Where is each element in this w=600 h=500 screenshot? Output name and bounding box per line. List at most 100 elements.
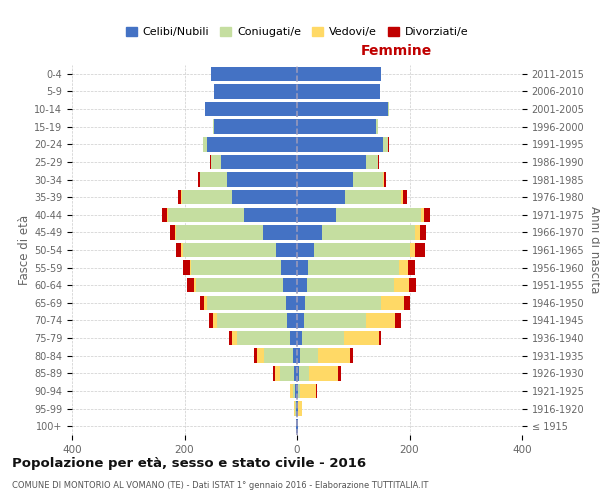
Bar [207, 296, 286, 310]
Bar [297, 102, 388, 117]
Bar [211, 66, 297, 81]
Bar [300, 384, 316, 398]
Bar [176, 225, 263, 240]
Bar [205, 102, 297, 117]
Bar [297, 154, 365, 169]
Bar [337, 208, 421, 222]
Bar [167, 208, 244, 222]
Bar [293, 402, 295, 416]
Bar [298, 384, 300, 398]
Bar [221, 154, 297, 169]
Bar [198, 172, 200, 186]
Bar [200, 296, 204, 310]
Bar [281, 260, 297, 275]
Bar [178, 190, 181, 204]
Bar [350, 348, 353, 363]
Bar [211, 154, 221, 169]
Bar [404, 296, 410, 310]
Bar [162, 208, 167, 222]
Text: Femmine: Femmine [361, 44, 431, 58]
Bar [305, 296, 381, 310]
Bar [212, 314, 217, 328]
Bar [401, 190, 403, 204]
Bar [273, 366, 275, 380]
Bar [244, 208, 297, 222]
Bar [400, 260, 408, 275]
Bar [176, 243, 181, 257]
Bar [212, 120, 214, 134]
Bar [379, 331, 382, 345]
Bar [307, 278, 394, 292]
Bar [345, 190, 401, 204]
Bar [254, 348, 257, 363]
Bar [183, 260, 190, 275]
Bar [283, 278, 297, 292]
Bar [409, 278, 416, 292]
Bar [308, 260, 400, 275]
Bar [365, 154, 378, 169]
Bar [304, 314, 365, 328]
Bar [344, 331, 379, 345]
Bar [182, 190, 232, 204]
Bar [187, 278, 193, 292]
Bar [295, 384, 297, 398]
Text: Popolazione per età, sesso e stato civile - 2016: Popolazione per età, sesso e stato civil… [12, 458, 366, 470]
Bar [296, 419, 297, 434]
Bar [421, 208, 424, 222]
Bar [175, 225, 176, 240]
Bar [204, 296, 207, 310]
Bar [232, 190, 297, 204]
Bar [297, 84, 380, 98]
Bar [309, 366, 338, 380]
Bar [191, 260, 281, 275]
Bar [297, 366, 299, 380]
Bar [286, 296, 297, 310]
Bar [322, 225, 415, 240]
Bar [193, 278, 196, 292]
Y-axis label: Anni di nascita: Anni di nascita [588, 206, 600, 294]
Bar [338, 366, 341, 380]
Bar [214, 120, 297, 134]
Bar [232, 331, 237, 345]
Bar [297, 314, 304, 328]
Bar [290, 331, 297, 345]
Bar [297, 384, 298, 398]
Bar [297, 225, 322, 240]
Bar [314, 243, 409, 257]
Bar [419, 225, 427, 240]
Bar [298, 402, 302, 416]
Bar [275, 243, 297, 257]
Bar [170, 225, 175, 240]
Bar [263, 225, 297, 240]
Bar [257, 348, 265, 363]
Bar [408, 260, 415, 275]
Bar [217, 314, 287, 328]
Bar [378, 154, 379, 169]
Bar [293, 348, 297, 363]
Bar [302, 331, 344, 345]
Bar [196, 278, 283, 292]
Bar [297, 348, 300, 363]
Bar [353, 172, 383, 186]
Bar [210, 154, 211, 169]
Bar [297, 243, 314, 257]
Bar [280, 366, 294, 380]
Bar [294, 366, 297, 380]
Text: COMUNE DI MONTORIO AL VOMANO (TE) - Dati ISTAT 1° gennaio 2016 - Elaborazione TU: COMUNE DI MONTORIO AL VOMANO (TE) - Dati… [12, 481, 428, 490]
Bar [383, 137, 388, 152]
Bar [296, 402, 297, 416]
Bar [265, 348, 293, 363]
Bar [415, 243, 425, 257]
Bar [297, 137, 383, 152]
Bar [237, 331, 290, 345]
Bar [293, 384, 295, 398]
Bar [295, 402, 296, 416]
Bar [290, 384, 293, 398]
Bar [395, 314, 401, 328]
Bar [376, 120, 378, 134]
Bar [181, 243, 183, 257]
Bar [297, 331, 302, 345]
Bar [207, 137, 297, 152]
Bar [409, 243, 415, 257]
Bar [297, 208, 337, 222]
